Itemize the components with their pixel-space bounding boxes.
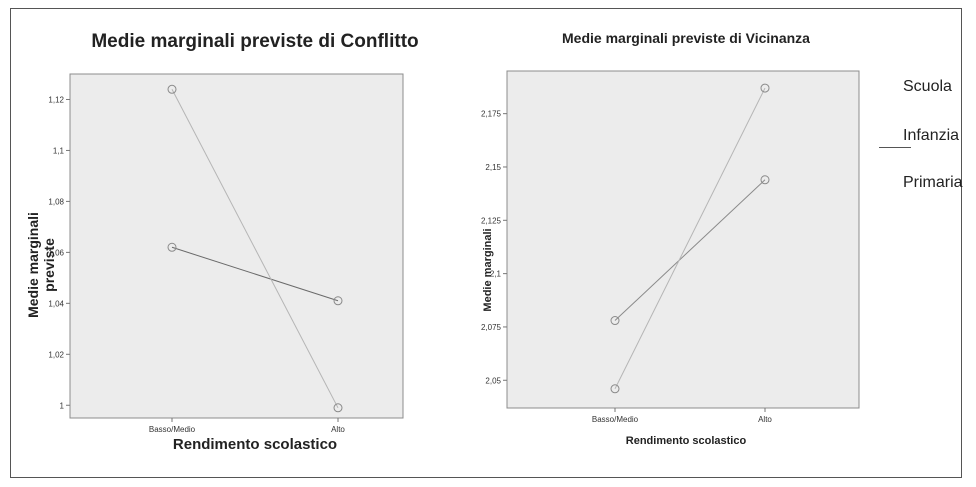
legend-item-primaria: Primaria (903, 174, 963, 191)
figure-frame (10, 8, 962, 478)
chart2-y-tick-label: 2,075 (481, 323, 502, 332)
chart2-series-2-line (614, 87, 766, 390)
legend-line-infanzia (879, 147, 911, 148)
chart1-y-tick-label: 1,02 (48, 350, 64, 359)
chart2-title: Medie marginali previste di Vicinanza (562, 30, 810, 46)
chart2-y-tick-label: 2,1 (490, 270, 502, 279)
chart2-x-tick-label: Alto (758, 415, 772, 424)
chart2-y-tick-label: 2,125 (481, 216, 502, 225)
chart2-x-tick-label: Basso/Medio (592, 415, 639, 424)
chart1-series-1-line (171, 246, 339, 302)
chart1-y-tick-label: 1 (60, 401, 65, 410)
chart1-plot-area (69, 73, 404, 419)
chart1-series-2-line (171, 89, 339, 409)
chart2-series-1-point (760, 175, 770, 185)
legend-item-infanzia: Infanzia (903, 127, 960, 144)
chart2-series-1-line (614, 179, 766, 321)
chart1-y-tick-label: 1,06 (48, 248, 64, 257)
chart1-x-axis-label: Rendimento scolastico (173, 436, 337, 453)
chart1-series-2-point (333, 403, 343, 413)
chart2-plot-area (506, 70, 860, 409)
chart2-series-2-point (610, 384, 620, 394)
chart1-x-tick-label: Basso/Medio (149, 425, 196, 434)
chart2-series-1-point (610, 316, 620, 326)
chart1-y-tick-label: 1,04 (48, 299, 64, 308)
chart1-series-1-point (333, 296, 343, 306)
legend-title: Scuola (903, 78, 952, 95)
chart2-y-tick-label: 2,175 (481, 110, 502, 119)
chart1-title: Medie marginali previste di Conflitto (91, 31, 418, 52)
chart2-series-2-point (760, 83, 770, 93)
chart1-y-tick-label: 1,12 (48, 95, 64, 104)
chart1-y-axis-label: Medie marginalipreviste (25, 212, 57, 318)
chart2-x-axis-label: Rendimento scolastico (626, 435, 747, 447)
chart1-y-tick-label: 1,08 (48, 197, 64, 206)
chart1-x-tick-label: Alto (331, 425, 345, 434)
chart1-y-tick-label: 1,1 (53, 146, 65, 155)
chart1-series-2-point (167, 84, 177, 94)
chart2-y-tick-label: 2,05 (485, 376, 501, 385)
chart2-y-axis-label: Medie marginali (482, 228, 494, 311)
chart2-y-tick-label: 2,15 (485, 163, 501, 172)
chart1-series-1-point (167, 242, 177, 252)
